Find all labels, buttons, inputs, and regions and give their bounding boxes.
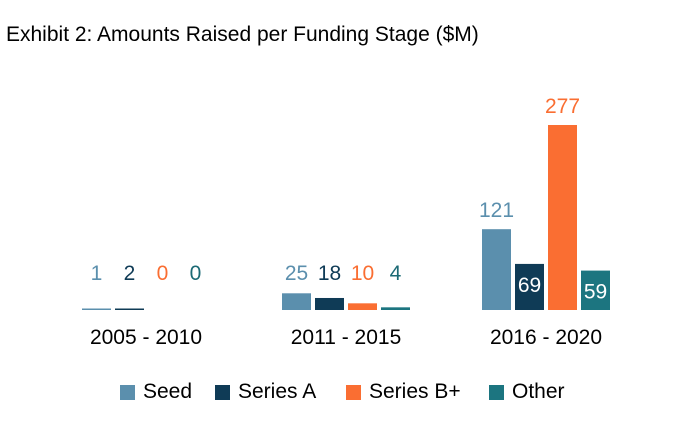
chart-title: Exhibit 2: Amounts Raised per Funding St… — [6, 23, 479, 46]
value-label-other-2011-2015: 4 — [390, 262, 402, 285]
bar-seed-2005-2010 — [82, 308, 111, 310]
value-label-series-b-2005-2010: 0 — [157, 262, 169, 285]
bar-other-2011-2015 — [381, 307, 410, 310]
value-label-series-a-2016-2020: 69 — [518, 274, 541, 297]
value-label-seed-2016-2020: 121 — [479, 199, 514, 222]
category-labels-layer: 2005 - 2010 2011 - 2015 2016 - 2020 — [90, 326, 602, 349]
legend-label-series-a: Series A — [238, 380, 317, 403]
legend-swatch-series-b — [346, 384, 361, 400]
bar-seed-2011-2015 — [282, 293, 311, 310]
value-label-series-b-2011-2015: 10 — [351, 262, 374, 285]
legend-label-series-b: Series B+ — [369, 380, 461, 403]
value-label-series-a-2011-2015: 18 — [318, 262, 341, 285]
legend-item-other: Other — [489, 378, 565, 406]
bar-series-a-2011-2015 — [315, 297, 344, 310]
legend-label-other: Other — [512, 380, 565, 403]
bar-series-a-2016-2020 — [515, 263, 544, 310]
value-label-seed-2005-2010: 1 — [91, 262, 103, 285]
category-label-2016-2020: 2016 - 2020 — [490, 326, 602, 349]
legend-swatch-series-a — [215, 384, 230, 400]
bar-other-2016-2020 — [581, 270, 610, 310]
bar-series-b-2016-2020 — [548, 125, 577, 310]
category-label-2011-2015: 2011 - 2015 — [291, 326, 402, 349]
legend-label-seed: Seed — [143, 380, 193, 403]
legend-swatch-seed — [120, 384, 135, 400]
legend-item-seed: Seed — [120, 378, 192, 406]
bar-seed-2016-2020 — [482, 229, 511, 310]
bar-series-a-2005-2010 — [115, 308, 144, 310]
value-label-seed-2011-2015: 25 — [285, 262, 308, 285]
legend-swatch-other — [489, 384, 504, 400]
value-label-other-2005-2010: 0 — [190, 262, 202, 285]
value-label-series-a-2005-2010: 2 — [124, 262, 136, 285]
legend: Seed Series A Series B+ Other — [0, 378, 700, 406]
category-label-2005-2010: 2005 - 2010 — [90, 326, 202, 349]
value-label-series-b-2016-2020: 277 — [545, 95, 580, 118]
legend-item-series-a: Series A — [215, 378, 316, 406]
bar-series-b-2011-2015 — [348, 303, 377, 310]
legend-item-series-b: Series B+ — [346, 378, 461, 406]
value-label-other-2016-2020: 59 — [584, 281, 607, 304]
bars-layer — [82, 125, 610, 310]
